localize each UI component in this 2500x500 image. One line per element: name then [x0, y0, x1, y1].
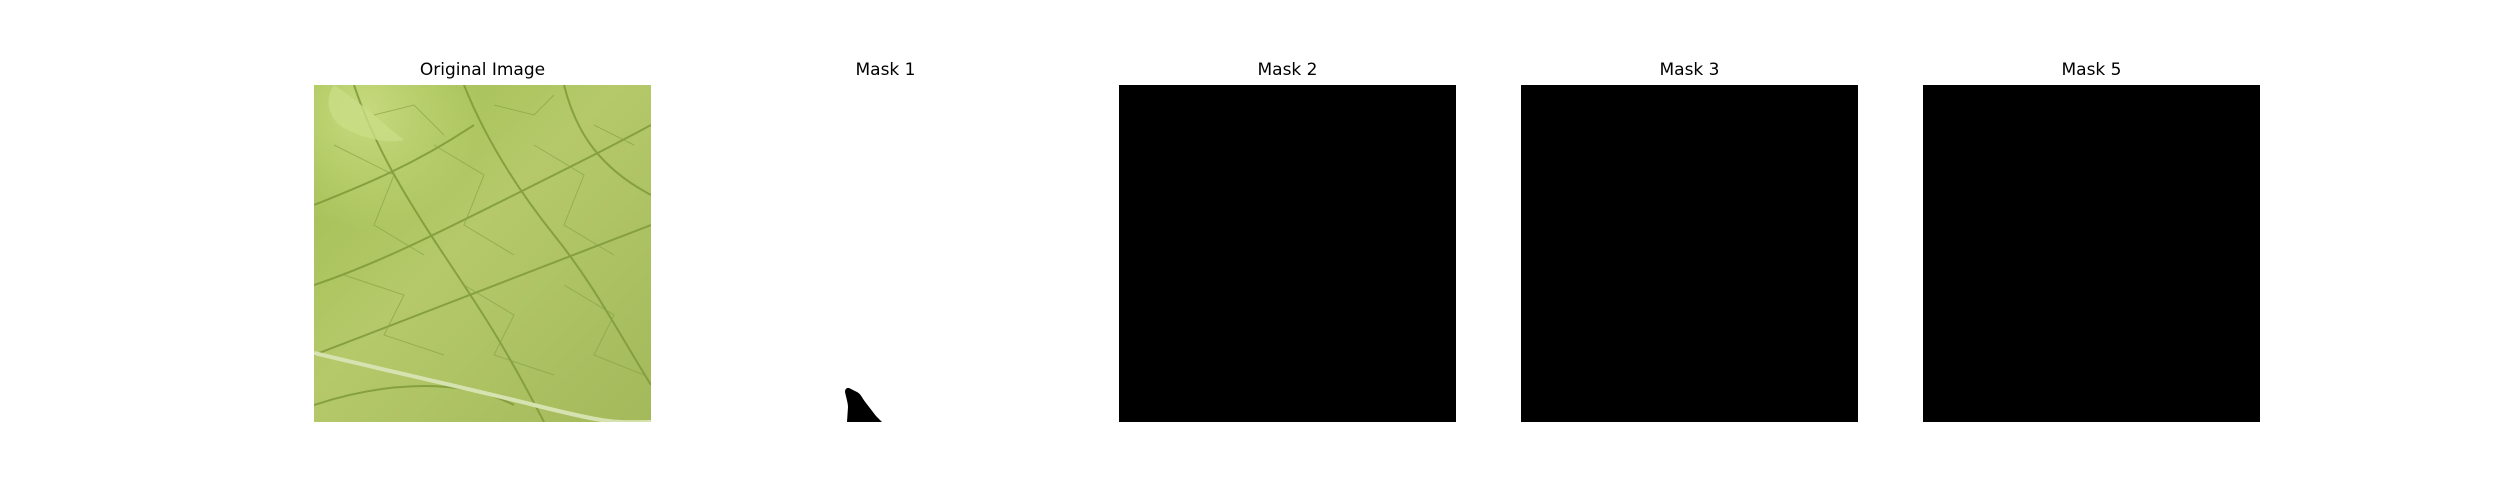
panel-title: Original Image	[419, 60, 546, 80]
leaf-image	[314, 85, 651, 422]
panel-title: Mask 5	[2061, 60, 2122, 80]
panel-mask-3: Mask 3	[1521, 0, 1858, 500]
mask-5-image	[1923, 85, 2260, 422]
panel-mask-5: Mask 5	[1923, 0, 2260, 500]
mask-2-image	[1119, 85, 1456, 422]
panel-mask-2: Mask 2	[1119, 0, 1456, 500]
panel-title: Mask 2	[1257, 60, 1318, 80]
panel-title: Mask 1	[855, 60, 916, 80]
mask-1-image	[717, 85, 1054, 422]
panel-mask-1: Mask 1	[717, 0, 1054, 500]
mask-3-image	[1521, 85, 1858, 422]
panel-title: Mask 3	[1659, 60, 1720, 80]
panel-original-image: Original Image	[314, 0, 651, 500]
